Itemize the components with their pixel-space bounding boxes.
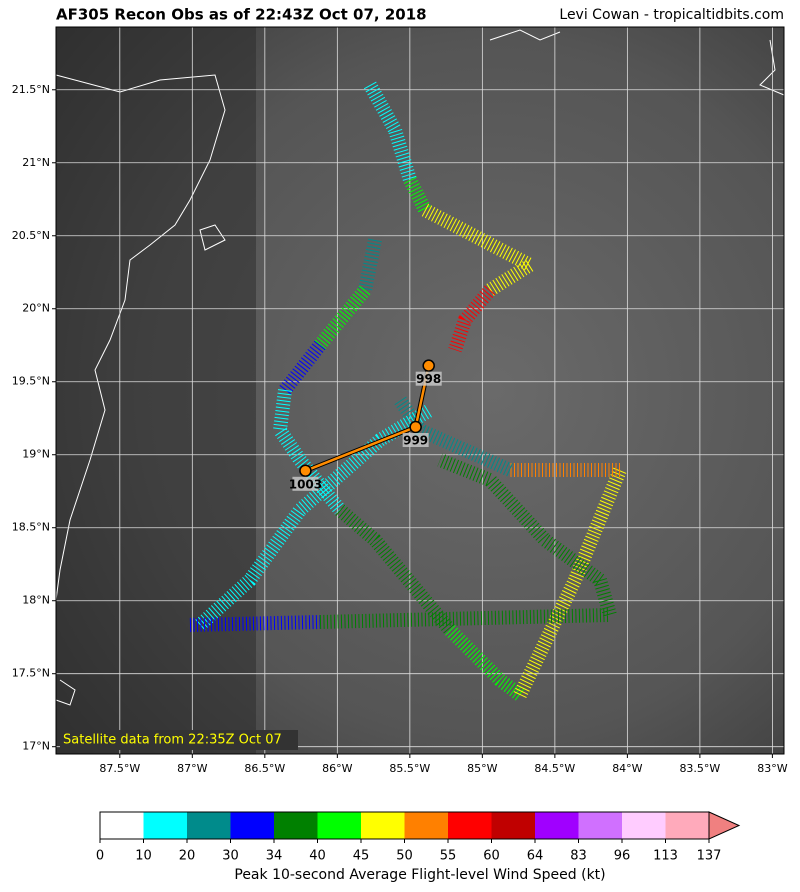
annotation: Satellite data from 22:35Z Oct 07 <box>63 733 282 748</box>
y-tick-label: 18.5°N <box>12 521 50 534</box>
pressure-label: 1003 <box>289 477 322 491</box>
colorbar-segment <box>274 812 318 839</box>
x-tick-label: 85.5°W <box>389 762 430 775</box>
grid <box>56 27 784 754</box>
axis-ticks: 87.5°W 87°W 86.5°W 86°W 85.5°W 85°W 84.5°W 84°W… <box>12 26 788 775</box>
x-tick-label: 84.5°W <box>534 762 575 775</box>
colorbar-tick-label: 60 <box>483 849 500 864</box>
colorbar-tick-label: 113 <box>653 849 678 864</box>
colorbar-tick-label: 55 <box>440 849 457 864</box>
colorbar-segment <box>187 812 231 839</box>
label-box <box>415 371 442 386</box>
y-tick-label: 20.5°N <box>12 229 50 242</box>
label-box <box>292 476 319 491</box>
x-tick-label: 87°W <box>177 762 207 775</box>
x-tick-label: 84°W <box>612 762 642 775</box>
colorbar-segment <box>404 812 448 839</box>
map-frame <box>55 26 785 755</box>
x-tick-label: 87.5°W <box>99 762 140 775</box>
credit: Levi Cowan - tropicaltidbits.com <box>559 7 784 23</box>
colorbar-segment <box>230 812 274 839</box>
label-box <box>402 432 429 447</box>
colorbar-tick-label: 40 <box>309 849 326 864</box>
colorbar-segment <box>448 812 492 839</box>
colorbar-tick-label: 45 <box>353 849 370 864</box>
colorbar-segment <box>491 812 535 839</box>
colorbar-segment <box>100 812 144 839</box>
colorbar-segment <box>361 812 405 839</box>
observations: 998 999 1003 <box>289 359 442 491</box>
colorbar-extend <box>708 811 741 840</box>
x-tick-label: 83.5°W <box>679 762 720 775</box>
colorbar-tick-label: 50 <box>396 849 413 864</box>
colorbar-tick-label: 10 <box>135 849 152 864</box>
satellite-dark <box>56 27 256 754</box>
colorbar-tick-label: 34 <box>266 849 283 864</box>
obs-point <box>299 464 312 478</box>
x-tick-label: 86.5°W <box>244 762 285 775</box>
colorbar-segment <box>622 812 666 839</box>
annotation-box <box>60 730 298 750</box>
title: AF305 Recon Obs as of 22:43Z Oct 07, 201… <box>56 6 427 24</box>
x-tick-label: 85°W <box>467 762 497 775</box>
colorbar-tick-label: 30 <box>222 849 239 864</box>
colorbar: 0 10 20 30 34 40 45 50 55 60 64 83 96 113 137 <box>96 811 741 864</box>
colorbar-segment <box>535 812 579 839</box>
colorbar-segment <box>317 812 361 839</box>
y-tick-label: 17°N <box>22 740 50 753</box>
pressure-label: 998 <box>416 372 441 386</box>
y-tick-label: 19°N <box>22 448 50 461</box>
colorbar-tick-label: 137 <box>697 849 722 864</box>
y-tick-label: 21.5°N <box>12 83 50 96</box>
y-tick-label: 21°N <box>22 156 50 169</box>
colorbar-tick-label: 0 <box>96 849 104 864</box>
y-tick-label: 20°N <box>22 302 50 315</box>
colorbar-tick-label: 20 <box>179 849 196 864</box>
x-tick-label: 86°W <box>322 762 352 775</box>
colorbar-tick-label: 64 <box>527 849 544 864</box>
colorbar-tick-label: 96 <box>614 849 631 864</box>
colorbar-segment <box>143 812 187 839</box>
colorbar-label: Peak 10-second Average Flight-level Wind… <box>234 867 605 883</box>
y-tick-label: 18°N <box>22 594 50 607</box>
pressure-label: 999 <box>403 433 428 447</box>
colorbar-segment <box>578 812 622 839</box>
x-tick-label: 83°W <box>757 762 787 775</box>
colorbar-segment <box>665 812 709 839</box>
y-tick-label: 19.5°N <box>12 375 50 388</box>
obs-point <box>409 420 422 434</box>
colorbar-tick-label: 83 <box>570 849 587 864</box>
y-tick-label: 17.5°N <box>12 667 50 680</box>
obs-point <box>422 359 435 372</box>
